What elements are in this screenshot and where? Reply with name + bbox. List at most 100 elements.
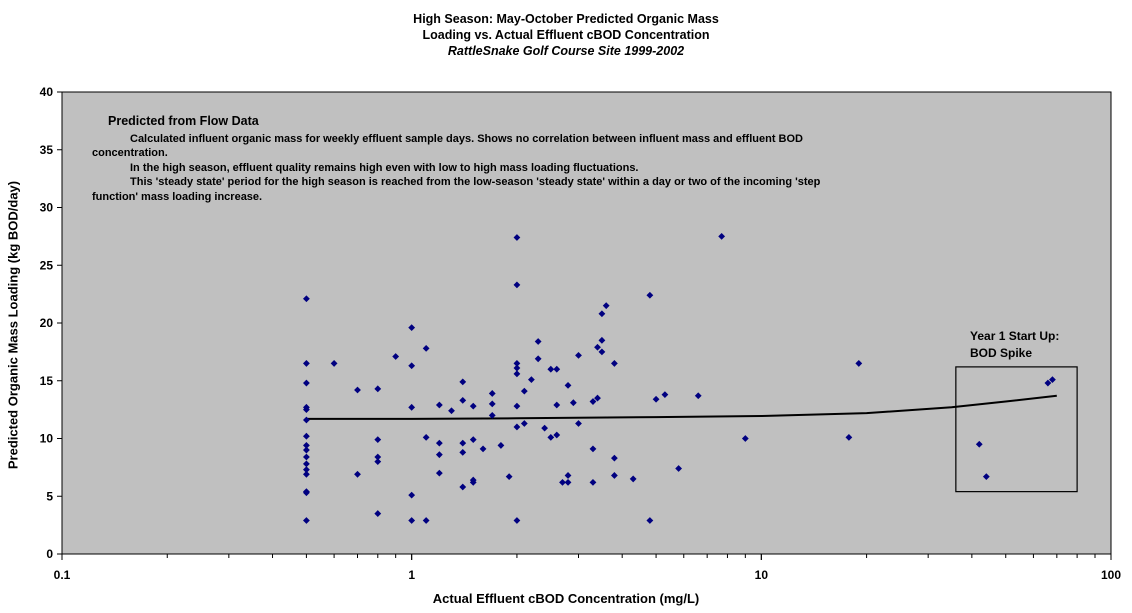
annotation-para-3: This 'steady state' period for the high … [92,176,821,203]
data-point [534,355,542,363]
data-point [469,478,477,486]
y-tick-label: 0 [46,547,53,561]
data-point [564,472,572,479]
data-point [435,469,443,477]
data-point [505,473,513,481]
data-point [694,392,702,400]
data-point [610,472,618,479]
data-point [629,475,637,483]
data-point [741,435,749,442]
data-point [513,370,521,378]
data-point [513,402,521,410]
data-point [330,360,338,367]
data-point [374,436,382,444]
data-point [303,517,310,524]
data-point [459,396,467,404]
data-point [553,401,561,409]
data-point [1049,376,1056,383]
data-point [408,403,416,411]
data-point [488,390,496,397]
data-point [598,348,606,356]
data-point [520,420,528,427]
data-point [303,442,310,449]
data-point [598,310,606,318]
data-point [354,386,361,394]
x-tick-label: 10 [755,568,769,582]
title-line-1: High Season: May-October Predicted Organ… [413,12,719,26]
callout-line-1: Year 1 Start Up: [970,329,1060,343]
data-point [408,491,416,499]
data-point [488,400,496,408]
plot-area [61,91,1112,555]
data-point [589,478,597,486]
data-point [589,398,597,405]
data-point [354,470,361,478]
y-axis-title: Predicted Organic Mass Loading (kg BOD/d… [5,180,21,470]
y-tick-label: 30 [40,201,54,215]
data-point [422,345,430,352]
callout-label: Year 1 Start Up: BOD Spike [970,328,1059,362]
data-point [589,445,597,453]
data-point [547,433,555,441]
data-point [553,365,561,373]
data-point [513,517,521,524]
data-point [675,465,683,472]
data-point [547,365,555,373]
callout-line-2: BOD Spike [970,346,1033,360]
data-point [374,453,382,461]
y-tick-label: 10 [40,432,54,446]
data-point [513,281,521,289]
data-point [303,295,310,303]
data-point [553,431,561,439]
y-tick-label: 15 [40,374,54,388]
title-line-2: Loading vs. Actual Effluent cBOD Concent… [422,28,710,42]
x-tick-label: 0.1 [54,568,71,582]
x-tick-label: 1 [408,568,415,582]
annotation-para-1: Calculated influent organic mass for wee… [92,132,803,160]
data-point [408,362,416,370]
data-point [422,433,430,441]
data-point [975,440,983,448]
data-points [303,232,1056,524]
data-point [575,420,582,427]
x-tick-label: 100 [1101,568,1121,582]
chart-title: High Season: May-October Predicted Organ… [0,11,1132,59]
data-point [855,360,863,367]
data-point [303,379,310,387]
y-tick-label: 20 [40,316,54,330]
data-point [569,399,577,407]
data-point [513,234,521,241]
data-point [422,517,430,524]
data-point [303,489,310,497]
axis-ticks: 0 5 10 15 20 25 30 35 40 0.1 1 10 100 [40,85,1122,582]
data-point [652,395,660,403]
data-point [459,378,467,386]
data-point [575,351,582,359]
data-point [718,232,726,240]
data-point [303,406,310,414]
data-point [497,442,505,449]
annotation-para-2: In the high season, effluent quality rem… [130,161,639,174]
data-point [661,391,669,399]
x-axis-title: Actual Effluent cBOD Concentration (mg/L… [432,591,700,606]
data-point [513,423,521,431]
data-point [435,439,443,447]
y-tick-label: 40 [40,85,54,99]
data-point [303,466,310,474]
data-point [469,436,477,444]
data-point [564,478,572,486]
y-tick-label: 25 [40,258,54,272]
data-point [459,439,467,447]
data-point [646,291,654,299]
data-point [459,483,467,491]
chart-subtitle: RattleSnake Golf Course Site 1999-2002 [447,44,685,58]
data-point [435,401,443,409]
data-point [559,478,566,486]
data-point [479,445,487,453]
callout-box [955,366,1078,493]
data-point [528,376,535,383]
data-point [610,360,618,367]
annotation-heading: Predicted from Flow Data [108,114,259,128]
data-point [564,381,572,389]
